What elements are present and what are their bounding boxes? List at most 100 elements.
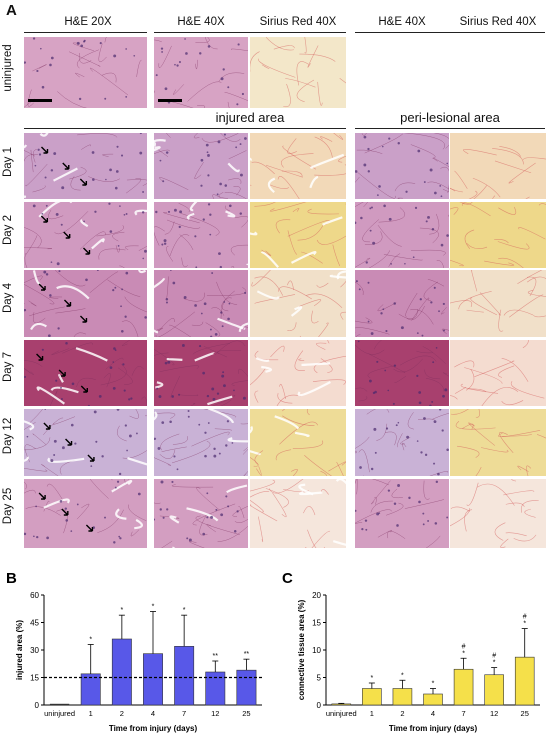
histology-tile (355, 133, 449, 199)
bar (111, 638, 132, 706)
bar (331, 703, 352, 706)
histology-tile (450, 340, 546, 406)
y-tick-label: 10 (312, 646, 321, 655)
significance-marker: * (120, 607, 123, 614)
panel-b-label: B (6, 570, 17, 587)
bar (143, 653, 163, 706)
significance-marker: ** (244, 651, 250, 658)
histology-tile (24, 202, 147, 268)
histology-tile (154, 479, 248, 548)
x-tick-label: 12 (490, 709, 498, 718)
significance-marker: * (152, 604, 155, 611)
y-axis-label: connective tissue area (%) (297, 599, 306, 700)
histology-tile (250, 202, 346, 268)
bar (80, 673, 101, 706)
y-tick-label: 20 (312, 591, 321, 600)
histology-tile (355, 409, 449, 476)
histology-tile (250, 340, 346, 406)
histology-tile (450, 270, 546, 337)
histology-tile (450, 133, 546, 199)
significance-marker: # (523, 614, 527, 621)
histology-tile (24, 270, 147, 337)
row-label-day4: Day 4 (2, 282, 14, 314)
histology-tile (355, 270, 449, 337)
y-tick-label: 15 (312, 619, 321, 628)
y-tick-label: 60 (30, 591, 39, 600)
significance-marker: * (183, 607, 186, 614)
x-axis-label: Time from injury (days) (389, 724, 478, 733)
histology-tile (24, 37, 147, 108)
histology-tile (250, 270, 346, 337)
significance-marker: # (492, 653, 496, 660)
histology-tile (450, 479, 546, 548)
x-tick-label: uninjured (326, 709, 357, 718)
significance-marker: * (462, 650, 465, 657)
significance-marker: * (370, 675, 373, 682)
divider-col2 (154, 32, 346, 33)
row-label-day12: Day 12 (2, 417, 14, 455)
histology-tile (250, 37, 346, 108)
scale-bar (28, 99, 52, 102)
histology-tile (154, 133, 248, 199)
histology-tile (24, 133, 147, 199)
histology-tile (250, 133, 346, 199)
x-tick-label: 7 (182, 709, 186, 718)
histology-tile (24, 479, 147, 548)
col-header-peri-he40x: H&E 40X (378, 16, 426, 28)
histology-tile (355, 479, 449, 548)
x-tick-label: 4 (431, 709, 435, 718)
significance-marker: * (89, 637, 92, 644)
col-header-sirius40x: Sirius Red 40X (259, 16, 337, 28)
significance-marker: * (401, 672, 404, 679)
x-tick-label: 4 (151, 709, 155, 718)
bar (362, 688, 382, 706)
y-axis-label: injured area (%) (15, 620, 24, 680)
histology-tile (250, 409, 346, 476)
x-tick-label: 25 (242, 709, 250, 718)
bar (484, 674, 504, 706)
col-header-peri-sirius40x: Sirius Red 40X (459, 16, 537, 28)
x-tick-label: 25 (521, 709, 529, 718)
divider-injured (24, 128, 346, 129)
y-tick-label: 30 (30, 646, 39, 655)
x-tick-label: 2 (120, 709, 124, 718)
bar (174, 646, 195, 706)
histology-tile (355, 340, 449, 406)
row-label-day7: Day 7 (2, 351, 14, 383)
histology-tile (24, 340, 147, 406)
panel-c-label: C (282, 570, 293, 587)
histology-tile (24, 409, 147, 476)
bar (423, 693, 443, 706)
histology-tile (154, 202, 248, 268)
histology-tile (250, 479, 346, 548)
section-injured-area: injured area (215, 110, 285, 125)
bar (392, 688, 413, 706)
col-header-he40x: H&E 40X (177, 16, 225, 28)
histology-tile (154, 409, 248, 476)
x-tick-label: 7 (461, 709, 465, 718)
col-header-he20x: H&E 20X (64, 16, 112, 28)
y-tick-label: 0 (317, 701, 322, 710)
y-tick-label: 0 (35, 701, 40, 710)
bar (49, 703, 70, 705)
x-tick-label: 1 (370, 709, 374, 718)
significance-marker: ** (213, 653, 219, 660)
significance-marker: * (523, 621, 526, 628)
histology-tile (154, 37, 248, 108)
significance-marker: # (462, 643, 466, 650)
y-tick-label: 45 (30, 619, 39, 628)
y-tick-label: 5 (317, 674, 322, 683)
histology-tile (450, 409, 546, 476)
row-label-uninjured: uninjured (2, 44, 14, 92)
x-tick-label: 12 (211, 709, 219, 718)
x-tick-label: uninjured (44, 709, 75, 718)
histology-tile (154, 270, 248, 337)
chart-b: B 0 15 30 45 60 injured area (%) uninjured * 1 * 2… (6, 570, 262, 733)
histology-tile (154, 340, 248, 406)
y-tick-label: 15 (30, 674, 39, 683)
bar (514, 656, 535, 706)
chart-c: C 0 5 10 15 20 connective tissue area (%) unin… (282, 570, 540, 733)
row-label-day1: Day 1 (2, 146, 14, 178)
divider-col1 (24, 32, 147, 33)
significance-marker: * (432, 681, 435, 688)
